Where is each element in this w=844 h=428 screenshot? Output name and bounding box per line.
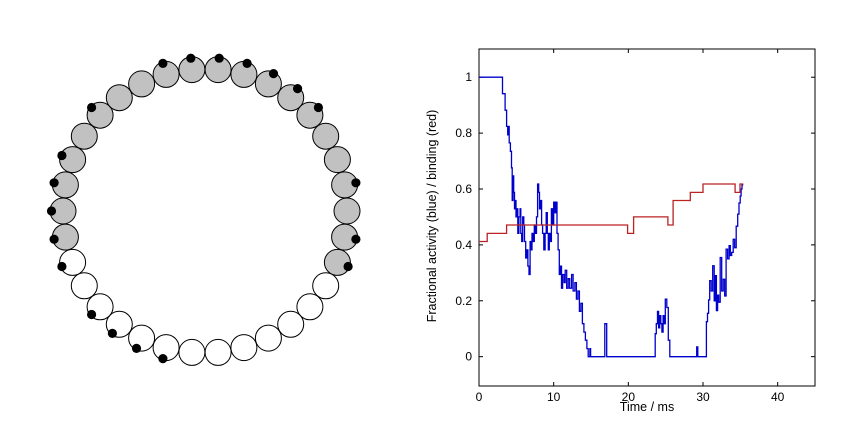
y-tick-label: 0.2 [455, 294, 472, 308]
bound-molecule-dot [351, 178, 361, 188]
ring-unit [59, 248, 87, 276]
bound-molecule-dot [49, 234, 59, 244]
bound-molecule-dot [107, 328, 117, 338]
ring-diagram [46, 53, 361, 366]
bound-molecule-dot [313, 102, 323, 113]
ring-unit [230, 334, 258, 362]
plot-axes: 0 10 20 30 40 0 0.2 0.4 0.6 0.8 1 [455, 48, 816, 404]
ring-unit [70, 272, 98, 300]
bound-dots-group [46, 53, 361, 364]
ring-unit [296, 293, 324, 321]
bound-molecule-dot [57, 261, 67, 272]
ring-unit [70, 122, 98, 150]
plot-traces [479, 76, 744, 358]
bound-molecule-dot [87, 102, 97, 113]
ring-unit [128, 70, 156, 98]
fractional-activity-trace [479, 76, 744, 358]
ring-unit [254, 324, 282, 352]
ring-unit [277, 310, 305, 338]
bound-molecule-dot [87, 309, 97, 320]
bound-molecule-dot [46, 206, 57, 216]
bound-molecule-dot [214, 53, 224, 63]
y-tick-label: 0.8 [455, 126, 472, 140]
activity-plot: 0 10 20 30 40 0 0.2 0.4 0.6 0.8 1 Time / ms Fracti… [425, 48, 816, 414]
ring-unit [105, 84, 133, 112]
y-tick-label: 1 [465, 70, 472, 84]
y-tick-label: 0 [465, 350, 472, 364]
bound-molecule-dot [57, 150, 67, 161]
x-axis-label: Time / ms [620, 400, 674, 414]
x-tick-label: 20 [622, 390, 636, 404]
fractional-binding-trace [479, 183, 744, 243]
ring-unit [204, 338, 232, 366]
bound-molecule-dot [158, 58, 168, 68]
bound-molecule-dot [158, 354, 168, 364]
bound-molecule-dot [186, 53, 196, 63]
ring-unit [323, 146, 351, 174]
bound-molecule-dot [268, 69, 279, 79]
y-tick-label: 0.6 [455, 182, 472, 196]
y-axis-label: Fractional activity (blue) / binding (re… [425, 110, 439, 323]
y-tick-label: 0.4 [455, 238, 472, 252]
ring-unit [312, 272, 340, 300]
ring-unit [333, 197, 361, 225]
ring-units-group [49, 56, 361, 366]
x-tick-label: 10 [547, 390, 561, 404]
ring-unit [59, 146, 87, 174]
bound-molecule-dot [242, 58, 252, 68]
bound-molecule-dot [351, 234, 361, 244]
bound-molecule-dot [131, 343, 142, 353]
ring-unit [178, 338, 206, 366]
bound-molecule-dot [293, 84, 303, 94]
ring-unit [323, 248, 351, 276]
x-tick-label: 30 [696, 390, 710, 404]
bound-molecule-dot [49, 178, 59, 188]
x-tick-label: 0 [476, 390, 483, 404]
x-tick-label: 40 [771, 390, 785, 404]
bound-molecule-dot [343, 261, 353, 272]
ring-unit [312, 122, 340, 150]
